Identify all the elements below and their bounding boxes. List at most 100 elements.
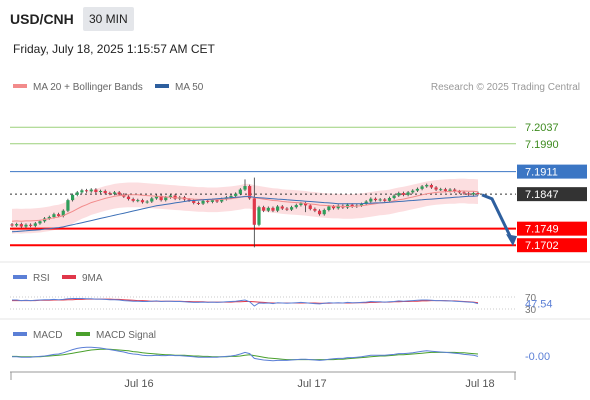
level-label-7.1702: 7.1702 <box>525 240 559 252</box>
candle-body <box>476 193 480 195</box>
candle-body <box>80 190 84 193</box>
ma50-line <box>11 195 479 233</box>
candle-body <box>192 200 196 203</box>
candle-body <box>317 210 322 215</box>
rsi-tick-30: 30 <box>525 305 537 316</box>
candle-body <box>313 208 317 211</box>
candle-body <box>303 203 308 206</box>
candle-body <box>75 192 79 195</box>
candle-body <box>462 192 466 194</box>
bollinger-band <box>12 178 478 234</box>
candle-body <box>57 214 61 216</box>
candle-body <box>61 210 65 216</box>
legend-label-9ma: 9MA <box>82 273 103 284</box>
legend-swatch-ma50 <box>155 84 169 88</box>
credit-text: Research © 2025 Trading Central <box>431 82 580 93</box>
candle-body <box>210 200 214 202</box>
candle-body <box>24 224 28 227</box>
rsi-legend: RSI 9MA <box>13 273 103 284</box>
candle-body <box>117 192 121 195</box>
level-tag-7.1702 <box>517 238 587 253</box>
candle-body <box>238 189 242 194</box>
candle-body <box>285 208 289 210</box>
candle-body <box>187 199 191 201</box>
macd-legend: MACD MACD Signal <box>13 330 156 341</box>
candle-body <box>271 207 275 211</box>
candle-body <box>229 195 233 198</box>
candle-body <box>70 194 75 201</box>
candle-body <box>159 195 163 201</box>
x-axis: Jul 16 Jul 17 Jul 18 <box>10 371 516 390</box>
legend-label-ma20: MA 20 + Bollinger Bands <box>33 82 143 93</box>
legend-label-macd: MACD <box>33 330 62 341</box>
candle-body <box>443 189 447 191</box>
candle-body <box>243 186 247 190</box>
candle-body <box>429 184 433 188</box>
candle-body <box>397 193 401 196</box>
legend-swatch-macd-signal <box>76 332 90 336</box>
candle-body <box>10 224 14 226</box>
candle-body <box>392 195 396 199</box>
candle-body <box>206 200 210 202</box>
candle-body <box>425 184 429 187</box>
level-label-7.1990: 7.1990 <box>525 139 559 151</box>
macd-current-value: -0.00 <box>525 351 550 363</box>
forecast-arrow-line <box>481 193 514 241</box>
candle-body <box>411 190 415 193</box>
symbol-title: USD/CNH <box>10 11 74 27</box>
rsi-line <box>12 298 479 307</box>
macd-line <box>12 346 479 362</box>
chart-header: USD/CNH 30 MIN <box>0 0 590 40</box>
level-label-7.2037: 7.2037 <box>525 122 559 134</box>
candle-body <box>15 224 19 226</box>
candle-body <box>294 205 298 208</box>
candle-body <box>262 207 266 211</box>
legend-swatch-9ma <box>62 275 76 279</box>
x-tick-label: Jul 16 <box>124 378 153 390</box>
candle-body <box>266 207 270 211</box>
level-label-7.1847: 7.1847 <box>525 189 559 201</box>
candle-body <box>415 188 420 191</box>
candle-body <box>280 206 284 209</box>
candle-body <box>471 193 475 195</box>
candle-body <box>406 192 410 195</box>
price-panel: 7.2037 7.1990 7.1911 7.1847 7.1749 7.1702 <box>10 122 587 253</box>
candle-body <box>220 199 224 202</box>
candle-body <box>89 189 93 192</box>
candle-body <box>38 221 42 224</box>
candle-body <box>290 207 294 210</box>
candle-body <box>108 193 112 195</box>
macd-panel: -0.00 <box>12 346 550 363</box>
x-tick-label: Jul 17 <box>297 378 326 390</box>
candle-body <box>98 190 103 193</box>
level-label-7.1911: 7.1911 <box>525 167 558 179</box>
timestamp: Friday, July 18, 2025 1:15:57 AM CET <box>13 42 215 56</box>
candle-body <box>150 198 154 202</box>
x-tick-label: Jul 18 <box>465 378 494 390</box>
legend-label-macd-signal: MACD Signal <box>96 330 156 341</box>
level-tag-7.1911 <box>517 164 587 179</box>
price-legend: MA 20 + Bollinger Bands MA 50 Research ©… <box>13 82 580 93</box>
candle-body <box>33 223 37 226</box>
candle-body <box>364 201 368 205</box>
candle-body <box>66 200 70 211</box>
candle-body <box>131 199 135 201</box>
candle-body <box>383 199 387 201</box>
candle-body <box>248 186 252 199</box>
candle-body <box>145 201 149 203</box>
legend-swatch-ma20 <box>13 84 27 88</box>
rsi-current-value: 47.54 <box>525 299 553 311</box>
legend-label-ma50: MA 50 <box>175 82 204 93</box>
candle-body <box>448 189 452 191</box>
candle-body <box>215 200 219 202</box>
legend-label-rsi: RSI <box>33 273 50 284</box>
candle-body <box>47 217 51 219</box>
candle-body <box>201 200 205 204</box>
candle-body <box>378 199 382 201</box>
interval-button[interactable]: 30 MIN <box>83 7 134 31</box>
candle-body <box>359 204 364 206</box>
legend-swatch-macd <box>13 332 27 336</box>
candle-body <box>196 202 200 204</box>
